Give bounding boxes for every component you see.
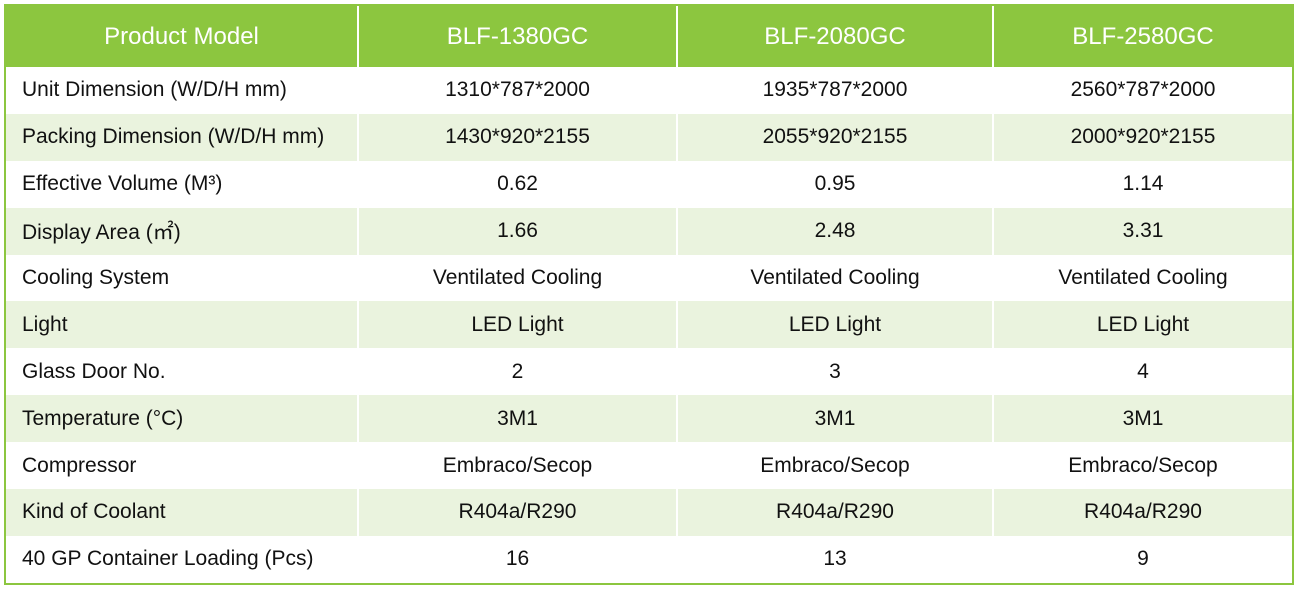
cell: 0.62 <box>357 160 677 208</box>
row-label: Kind of Coolant <box>6 489 358 536</box>
row-label: Compressor <box>22 453 137 477</box>
cell: 3.31 <box>992 207 1292 255</box>
table-body: Unit Dimension (W/D/H mm) 1310*787*2000 19… <box>6 67 1292 583</box>
table-row: Light LED Light LED Light LED Light <box>6 301 1292 349</box>
cell: 13 <box>676 535 993 583</box>
cell: 4 <box>992 348 1292 396</box>
cell: 3 <box>676 348 993 396</box>
table-row: Display Area (㎡) 1.66 2.48 3.31 <box>6 207 1292 255</box>
spec-table: Product Model BLF-1380GC BLF-2080GC BLF-258… <box>4 4 1294 585</box>
table-row: Compressor Embraco/Secop Embraco/Secop Embr… <box>6 442 1292 490</box>
cell: Ventilated Cooling <box>992 254 1292 302</box>
cell: 2055*920*2155 <box>676 113 993 161</box>
row-label: Display Area (㎡) <box>6 207 358 255</box>
header-cell: Product Model <box>6 6 358 67</box>
cell: 3M1 <box>992 395 1292 443</box>
cell: Embraco/Secop <box>676 442 993 490</box>
header-cell: BLF-1380GC <box>357 6 677 67</box>
table-row: Unit Dimension (W/D/H mm) 1310*787*2000 19… <box>6 67 1292 114</box>
row-label: Light <box>6 301 358 349</box>
row-label: Temperature (°C) <box>6 395 358 443</box>
cell: 2560*787*2000 <box>992 67 1292 114</box>
cell: Embraco/Secop <box>357 442 677 490</box>
header-cell: BLF-2080GC <box>676 6 993 67</box>
cell: 2000*920*2155 <box>992 113 1292 161</box>
table-row: Packing Dimension (W/D/H mm) 1430*920*215… <box>6 113 1292 161</box>
row-label: Packing Dimension (W/D/H mm) <box>6 113 358 161</box>
cell: 2.48 <box>676 207 993 255</box>
row-label: Unit Dimension (W/D/H mm) <box>22 78 287 102</box>
cell: 2 <box>357 348 677 396</box>
row-label: Glass Door No. <box>22 359 166 383</box>
cell: 9 <box>992 535 1292 583</box>
cell: R404a/R290 <box>676 489 993 536</box>
table-row: Glass Door No. 2 3 4 <box>6 348 1292 396</box>
table-row: Kind of Coolant R404a/R290 R404a/R290 R404a… <box>6 489 1292 536</box>
cell: LED Light <box>676 301 993 349</box>
cell: 1.66 <box>357 207 677 255</box>
cell: 1430*920*2155 <box>357 113 677 161</box>
table-row: Effective Volume (M³) 0.62 0.95 1.14 <box>6 160 1292 208</box>
cell: 1.14 <box>992 160 1292 208</box>
table-row: 40 GP Container Loading (Pcs) 16 13 9 <box>6 535 1292 583</box>
cell: Ventilated Cooling <box>676 254 993 302</box>
row-label: Effective Volume (M³) <box>22 172 223 196</box>
cell: R404a/R290 <box>357 489 677 536</box>
table-row: Cooling System Ventilated Cooling Ventilat… <box>6 254 1292 302</box>
cell: 3M1 <box>676 395 993 443</box>
cell: 3M1 <box>357 395 677 443</box>
cell: LED Light <box>992 301 1292 349</box>
cell: LED Light <box>357 301 677 349</box>
header-cell: BLF-2580GC <box>992 6 1292 67</box>
cell: R404a/R290 <box>992 489 1292 536</box>
cell: 0.95 <box>676 160 993 208</box>
table: Product Model BLF-1380GC BLF-2080GC BLF-258… <box>6 6 1292 583</box>
cell: 1310*787*2000 <box>357 67 677 114</box>
cell: 1935*787*2000 <box>676 67 993 114</box>
cell: 16 <box>357 535 677 583</box>
cell: Embraco/Secop <box>992 442 1292 490</box>
row-label: Cooling System <box>22 266 170 289</box>
header-row: Product Model BLF-1380GC BLF-2080GC BLF-258… <box>6 6 1292 67</box>
cell: Ventilated Cooling <box>357 254 677 302</box>
row-label: 40 GP Container Loading (Pcs) <box>22 547 314 571</box>
table-row: Temperature (°C) 3M1 3M1 3M1 <box>6 395 1292 443</box>
